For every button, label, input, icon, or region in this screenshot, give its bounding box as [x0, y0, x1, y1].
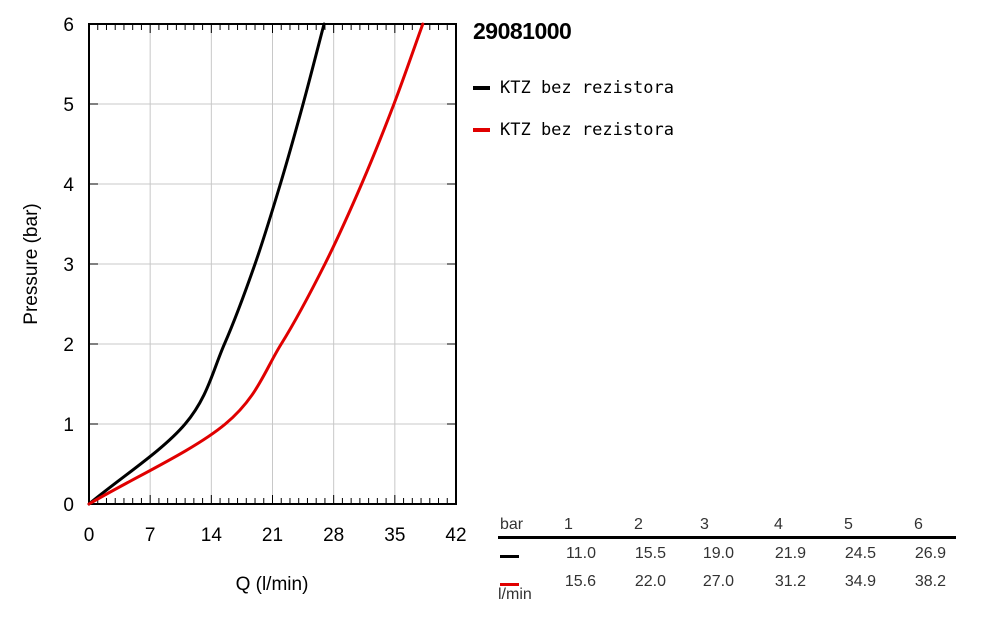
table-cell: 21.9	[774, 545, 806, 562]
y-axis-label: Pressure (bar)	[21, 203, 42, 324]
table-cell: 11.0	[566, 545, 596, 562]
x-axis-label: Q (l/min)	[236, 574, 309, 595]
x-tick-label: 0	[84, 525, 95, 546]
legend-label: KTZ bez rezistora	[500, 120, 674, 140]
table-cell: 31.2	[774, 573, 806, 590]
y-tick-label: 1	[63, 415, 74, 436]
y-tick-label: 6	[63, 15, 74, 36]
plot-frame	[88, 23, 457, 505]
table-header-label: bar	[500, 516, 524, 533]
table-cell: 38.2	[914, 573, 946, 590]
table-cell: 34.9	[844, 573, 876, 590]
table-header-cell: 4	[774, 516, 783, 533]
table-header-cell: 2	[634, 516, 643, 533]
y-tick-label: 2	[63, 335, 74, 356]
legend: KTZ bez rezistora KTZ bez rezistora	[473, 76, 674, 160]
series-layer	[87, 22, 425, 506]
table-row: 11.0 15.5 19.0 21.9 24.5 26.9	[498, 543, 956, 567]
table-unit-label: l/min	[498, 586, 532, 603]
table-cell: 15.6	[564, 573, 596, 590]
series-line-black	[87, 22, 326, 506]
chart-title: 29081000	[473, 18, 572, 44]
table-cell: 22.0	[634, 573, 666, 590]
table-header-cell: 5	[844, 516, 853, 533]
x-tick-label: 7	[145, 525, 156, 546]
table-cell: 19.0	[702, 545, 734, 562]
y-tick-label: 5	[63, 95, 74, 116]
table-row: 15.6 22.0 27.0 31.2 34.9 38.2	[498, 571, 956, 595]
legend-item-black: KTZ bez rezistora	[473, 76, 674, 100]
y-tick-label: 3	[63, 255, 74, 276]
grid	[88, 23, 457, 505]
table-header-cell: 3	[700, 516, 709, 533]
x-tick-label: 21	[262, 525, 283, 546]
legend-item-red: KTZ bez rezistora	[473, 118, 674, 142]
x-tick-label: 14	[201, 525, 223, 546]
y-tick-label: 0	[63, 495, 74, 516]
legend-swatch-red	[473, 128, 490, 132]
flow-table: bar 1 2 3 4 5 6 11.0 15.5 19.0 21.9 24.5…	[498, 516, 956, 603]
table-cell: 26.9	[914, 545, 946, 562]
y-tick-label: 4	[63, 175, 74, 196]
table-header-row: bar 1 2 3 4 5 6	[498, 516, 956, 539]
x-tick-label: 35	[384, 525, 405, 546]
row-swatch-red	[500, 583, 519, 586]
y-tick-labels: 0 1 2 3 4 5 6	[63, 15, 74, 516]
table-cell: 15.5	[634, 545, 666, 562]
x-tick-labels: 0 7 14 21 28 35 42	[84, 525, 467, 546]
x-tick-label: 42	[445, 525, 466, 546]
table-header-cell: 6	[914, 516, 923, 533]
legend-swatch-black	[473, 86, 490, 90]
row-swatch-black	[500, 555, 519, 558]
table-cell: 27.0	[702, 573, 734, 590]
series-line-red	[87, 22, 425, 506]
legend-label: KTZ bez rezistora	[500, 78, 674, 98]
x-tick-label: 28	[323, 525, 344, 546]
table-header-cell: 1	[564, 516, 573, 533]
table-cell: 24.5	[844, 545, 876, 562]
